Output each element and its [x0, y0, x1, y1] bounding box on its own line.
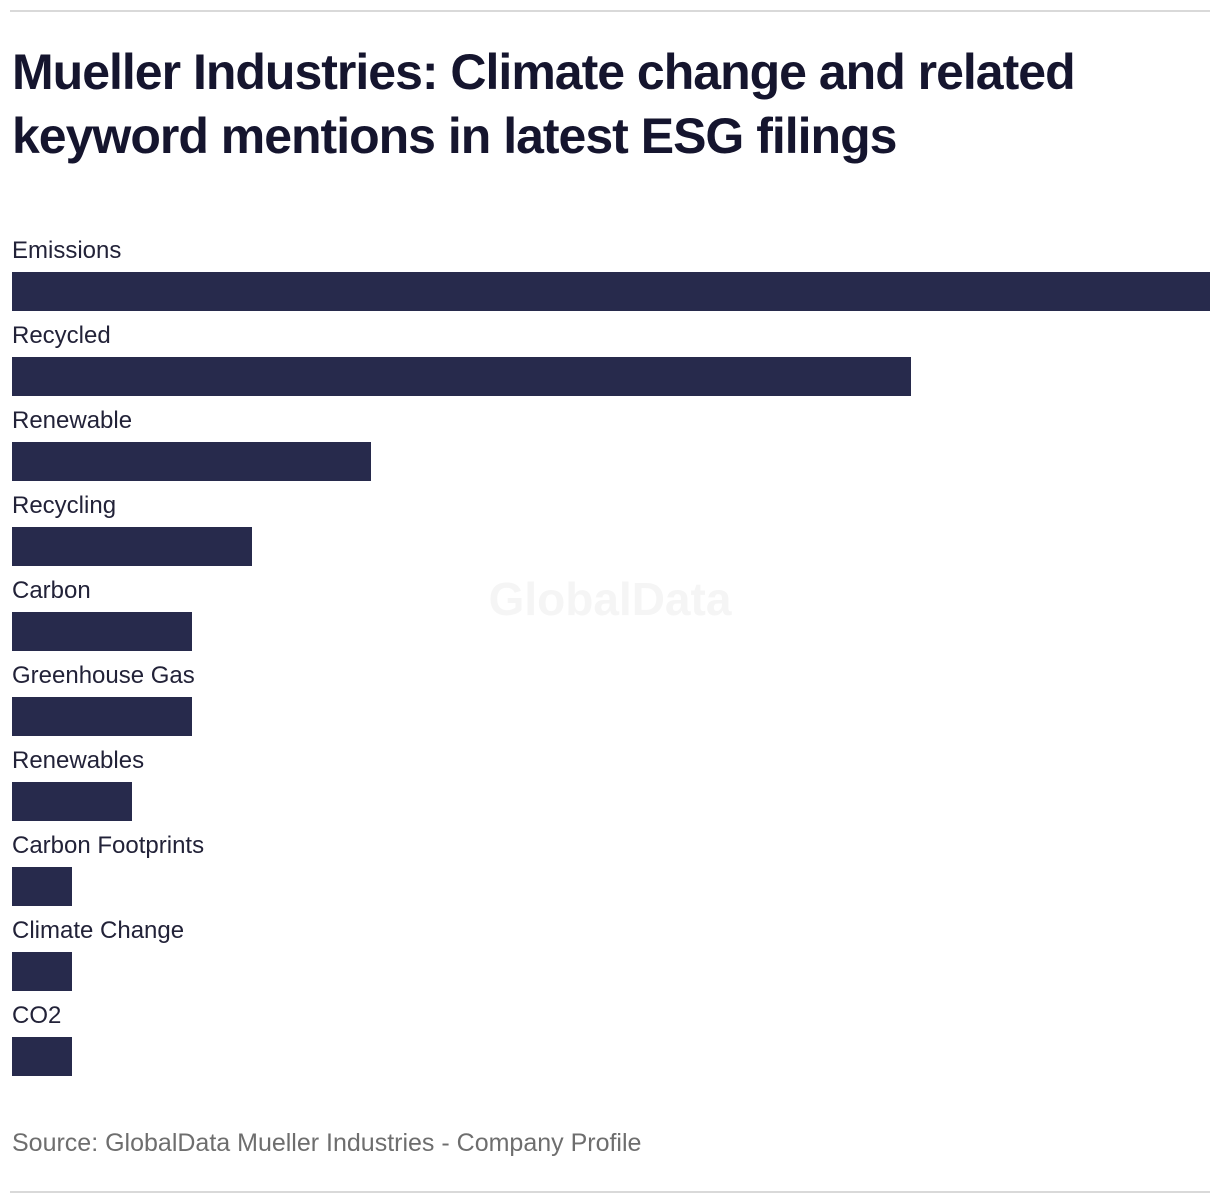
bar: [12, 697, 192, 736]
bar: [12, 272, 1210, 311]
bottom-divider: [10, 1191, 1210, 1193]
chart-title-line-2: keyword mentions in latest ESG filings: [12, 108, 897, 164]
bar-label: Carbon Footprints: [12, 832, 205, 859]
chart-row: Carbon: [12, 576, 1210, 651]
chart-row: Greenhouse Gas: [12, 661, 1210, 736]
globaldata-watermark: GlobalData: [488, 573, 732, 625]
bar: [12, 527, 252, 566]
chart-row: Carbon Footprints: [12, 831, 1210, 906]
top-divider: [10, 10, 1210, 12]
bar-label: Carbon: [12, 577, 91, 604]
bar: [12, 1037, 72, 1076]
bar: [12, 952, 72, 991]
chart-title-line-1: Mueller Industries: Climate change and r…: [12, 44, 1076, 100]
chart-row: CO2: [12, 1001, 1210, 1076]
bar: [12, 442, 372, 481]
bar: [12, 612, 192, 651]
chart-row: Renewable: [12, 406, 1210, 481]
chart-row: Climate Change: [12, 916, 1210, 991]
chart-row: Recycled: [12, 321, 1210, 396]
bar-label: CO2: [12, 1002, 62, 1029]
bar-chart: Emissions Recycled Renewable Recycling Carbo…: [12, 236, 1210, 1086]
bar-label: Renewables: [12, 747, 145, 774]
chart-row: Renewables: [12, 746, 1210, 821]
bar: [12, 782, 132, 821]
bar-label: Greenhouse Gas: [12, 662, 195, 689]
bar: [12, 867, 72, 906]
bar-label: Emissions: [12, 237, 122, 264]
bar-label: Renewable: [12, 407, 133, 434]
chart-title: Mueller Industries: Climate change and r…: [12, 40, 1192, 168]
source-caption: Source: GlobalData Mueller Industries - …: [12, 1129, 642, 1157]
bar: [12, 357, 911, 396]
chart-row: Emissions: [12, 236, 1210, 311]
bar-label: Recycled: [12, 322, 111, 349]
bar-label: Recycling: [12, 492, 117, 519]
bar-label: Climate Change: [12, 917, 185, 944]
chart-row: Recycling: [12, 491, 1210, 566]
